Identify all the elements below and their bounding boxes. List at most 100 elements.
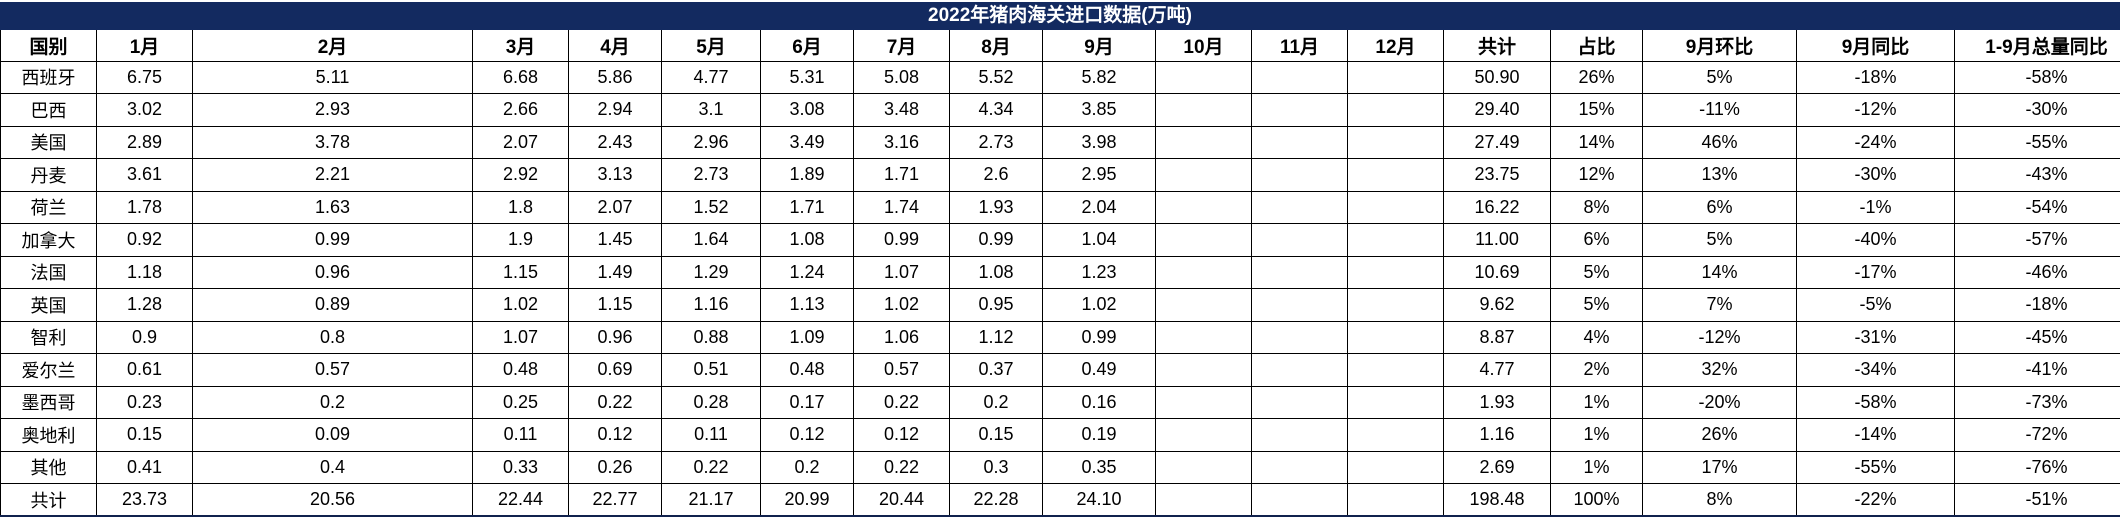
cell-jul: 20.44 <box>853 483 950 517</box>
cell-sep-yoy: -30% <box>1796 158 1955 192</box>
country-cell: 奥地利 <box>0 418 97 452</box>
cell-jul: 1.02 <box>853 288 950 322</box>
cell-sep-mom: 26% <box>1642 418 1797 452</box>
cell-jan-sep-total-yoy: -41% <box>1954 353 2120 387</box>
cell-jan-sep-total-yoy: -73% <box>1954 385 2120 419</box>
cell-apr: 2.43 <box>568 125 662 159</box>
cell-jul: 3.16 <box>853 125 950 159</box>
cell-sep-yoy: -55% <box>1796 450 1955 484</box>
cell-may: 0.22 <box>661 450 761 484</box>
cell-feb: 5.11 <box>192 60 473 94</box>
header-row: 国别 1月 2月 3月 4月 5月 6月 7月 8月 9月 10月 11月 12月 共计 占比 9月环比 9月同… <box>0 30 2120 62</box>
cell-sep-yoy: -34% <box>1796 353 1955 387</box>
cell-nov <box>1251 223 1348 257</box>
cell-jul: 5.08 <box>853 60 950 94</box>
cell-mar: 0.11 <box>472 418 569 452</box>
cell-share: 100% <box>1550 483 1643 517</box>
cell-may: 0.11 <box>661 418 761 452</box>
cell-total: 29.40 <box>1443 93 1551 127</box>
cell-may: 2.73 <box>661 158 761 192</box>
country-cell: 爱尔兰 <box>0 353 97 387</box>
cell-share: 4% <box>1550 320 1643 354</box>
cell-may: 1.52 <box>661 190 761 224</box>
cell-sep-yoy: -40% <box>1796 223 1955 257</box>
cell-dec <box>1347 158 1444 192</box>
cell-sep: 3.85 <box>1042 93 1156 127</box>
cell-dec <box>1347 450 1444 484</box>
cell-dec <box>1347 223 1444 257</box>
cell-apr: 5.86 <box>568 60 662 94</box>
cell-aug: 1.12 <box>949 320 1043 354</box>
cell-jul: 1.71 <box>853 158 950 192</box>
cell-sep-mom: 8% <box>1642 483 1797 517</box>
cell-share: 1% <box>1550 418 1643 452</box>
cell-feb: 2.21 <box>192 158 473 192</box>
cell-total: 1.93 <box>1443 385 1551 419</box>
cell-sep-mom: 32% <box>1642 353 1797 387</box>
cell-apr: 22.77 <box>568 483 662 517</box>
cell-jun: 0.48 <box>760 353 854 387</box>
cell-aug: 0.3 <box>949 450 1043 484</box>
cell-jan: 2.89 <box>96 125 193 159</box>
cell-total: 16.22 <box>1443 190 1551 224</box>
cell-jan: 1.28 <box>96 288 193 322</box>
cell-jan: 0.61 <box>96 353 193 387</box>
column-header-country: 国别 <box>0 30 97 62</box>
cell-sep-yoy: -18% <box>1796 60 1955 94</box>
table-row: 共计 23.73 20.56 22.44 22.77 21.17 20.99 20.44 22.… <box>0 483 2120 517</box>
cell-feb: 0.09 <box>192 418 473 452</box>
cell-sep: 3.98 <box>1042 125 1156 159</box>
cell-share: 12% <box>1550 158 1643 192</box>
cell-oct <box>1155 353 1252 387</box>
cell-may: 1.64 <box>661 223 761 257</box>
country-cell: 墨西哥 <box>0 385 97 419</box>
cell-oct <box>1155 190 1252 224</box>
cell-mar: 2.07 <box>472 125 569 159</box>
cell-dec <box>1347 288 1444 322</box>
cell-aug: 22.28 <box>949 483 1043 517</box>
cell-feb: 0.4 <box>192 450 473 484</box>
cell-mar: 22.44 <box>472 483 569 517</box>
cell-apr: 3.13 <box>568 158 662 192</box>
country-cell: 其他 <box>0 450 97 484</box>
cell-share: 8% <box>1550 190 1643 224</box>
cell-share: 2% <box>1550 353 1643 387</box>
cell-nov <box>1251 450 1348 484</box>
country-cell: 法国 <box>0 255 97 289</box>
cell-nov <box>1251 418 1348 452</box>
cell-sep-yoy: -17% <box>1796 255 1955 289</box>
country-cell: 荷兰 <box>0 190 97 224</box>
cell-apr: 0.12 <box>568 418 662 452</box>
cell-mar: 1.07 <box>472 320 569 354</box>
cell-oct <box>1155 60 1252 94</box>
cell-apr: 1.15 <box>568 288 662 322</box>
column-header-oct: 10月 <box>1155 30 1252 62</box>
cell-share: 26% <box>1550 60 1643 94</box>
cell-dec <box>1347 60 1444 94</box>
cell-aug: 1.93 <box>949 190 1043 224</box>
cell-feb: 1.63 <box>192 190 473 224</box>
cell-apr: 0.96 <box>568 320 662 354</box>
cell-jan: 6.75 <box>96 60 193 94</box>
cell-jul: 0.22 <box>853 450 950 484</box>
cell-apr: 1.45 <box>568 223 662 257</box>
country-cell: 共计 <box>0 483 97 517</box>
country-cell: 丹麦 <box>0 158 97 192</box>
cell-jan-sep-total-yoy: -54% <box>1954 190 2120 224</box>
cell-feb: 0.57 <box>192 353 473 387</box>
cell-jan-sep-total-yoy: -45% <box>1954 320 2120 354</box>
cell-sep-mom: 7% <box>1642 288 1797 322</box>
table-body: 西班牙 6.75 5.11 6.68 5.86 4.77 5.31 5.08 5.52 5.82 5… <box>0 60 2120 517</box>
cell-jan: 0.9 <box>96 320 193 354</box>
cell-sep-yoy: -22% <box>1796 483 1955 517</box>
cell-jan-sep-total-yoy: -55% <box>1954 125 2120 159</box>
cell-oct <box>1155 320 1252 354</box>
cell-jan: 0.41 <box>96 450 193 484</box>
cell-aug: 0.99 <box>949 223 1043 257</box>
cell-nov <box>1251 255 1348 289</box>
cell-sep-mom: -11% <box>1642 93 1797 127</box>
cell-sep-mom: 5% <box>1642 60 1797 94</box>
cell-jul: 0.12 <box>853 418 950 452</box>
cell-jan: 0.23 <box>96 385 193 419</box>
